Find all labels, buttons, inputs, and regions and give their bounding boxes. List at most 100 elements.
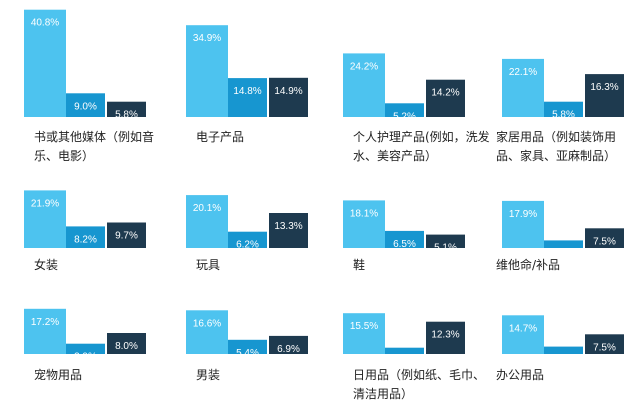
category-label: 玩具 bbox=[196, 256, 220, 275]
bar-value-label: 5.2% bbox=[393, 111, 416, 122]
category-label-line: 鞋 bbox=[353, 258, 366, 272]
bar-value-label: 16.3% bbox=[590, 82, 618, 93]
category-label-line: 女装 bbox=[34, 258, 59, 272]
bar-value-label: 14.7% bbox=[509, 323, 537, 334]
bar-value-label: 14.8% bbox=[233, 86, 261, 97]
bar-series-3 bbox=[269, 213, 308, 248]
bar-value-label: 2.4% bbox=[393, 356, 416, 367]
category-label: 女装 bbox=[34, 256, 58, 275]
bar-value-label: 9.0% bbox=[74, 101, 97, 112]
bar-value-label: 16.6% bbox=[193, 318, 221, 329]
bar-value-label: 7.5% bbox=[593, 342, 616, 353]
category-label: 宠物用品 bbox=[34, 366, 82, 385]
bar-value-label: 6.5% bbox=[393, 239, 416, 250]
bar-value-label: 6.9% bbox=[277, 344, 300, 355]
bar-value-label: 7.5% bbox=[593, 236, 616, 247]
bar-series-3 bbox=[426, 79, 465, 117]
bar-value-label: 18.1% bbox=[350, 208, 378, 219]
bar-value-label: 12.3% bbox=[431, 330, 459, 341]
bar-series-1 bbox=[502, 315, 544, 354]
bar-value-label: 6.2% bbox=[236, 240, 259, 251]
bar-series-3 bbox=[426, 234, 465, 248]
bar-value-label: 21.9% bbox=[31, 198, 59, 209]
bar-series-1 bbox=[502, 200, 544, 248]
bar-value-label: 40.8% bbox=[31, 18, 59, 29]
category-label-line: 家居用品（例如装饰用 bbox=[496, 130, 617, 144]
category-label-line: 个人护理产品(例如，洗发 bbox=[353, 130, 490, 144]
bar-series-2 bbox=[228, 78, 267, 117]
bar-value-label: 2.8% bbox=[552, 355, 575, 366]
bar-series-1 bbox=[24, 308, 66, 354]
panel-3: 22.1% 5.8% 16.3% bbox=[502, 58, 624, 121]
bar-series-2 bbox=[66, 93, 105, 117]
bar-series-2 bbox=[544, 346, 583, 354]
category-label: 电子产品 bbox=[196, 128, 244, 147]
bar-series-1 bbox=[343, 53, 385, 117]
bar-series-3 bbox=[585, 74, 624, 117]
category-label: 个人护理产品(例如，洗发 水、美容产品） bbox=[353, 128, 490, 166]
category-label-line: 维他命/补品 bbox=[496, 258, 561, 272]
bar-series-1 bbox=[24, 190, 66, 248]
category-label-line: 电子产品 bbox=[196, 130, 245, 144]
panel-7: 17.9% 2.9% 7.5% bbox=[502, 200, 624, 259]
panel-9: 16.6% 5.4% 6.9% bbox=[186, 310, 308, 359]
bar-value-label: 5.8% bbox=[552, 110, 575, 121]
bar-series-1 bbox=[24, 9, 66, 118]
bar-series-1 bbox=[186, 195, 228, 248]
category-label-line: 水、美容产品） bbox=[353, 149, 438, 163]
bar-value-label: 14.2% bbox=[431, 88, 459, 99]
bar-series-2 bbox=[228, 339, 267, 354]
category-label: 维他命/补品 bbox=[496, 256, 560, 275]
bar-series-1 bbox=[343, 313, 385, 354]
bar-value-label: 5.8% bbox=[115, 110, 138, 121]
bar-series-3 bbox=[585, 228, 624, 248]
category-label-line: 玩具 bbox=[196, 258, 221, 272]
bar-value-label: 22.1% bbox=[509, 67, 537, 78]
bar-series-3 bbox=[426, 321, 465, 354]
panel-6: 18.1% 6.5% 5.1% bbox=[343, 200, 465, 254]
bar-series-3 bbox=[269, 335, 308, 354]
category-label: 书或其他媒体（例如音 乐、电影） bbox=[34, 128, 154, 166]
category-label-line: 办公用品 bbox=[496, 368, 545, 382]
category-label: 办公用品 bbox=[496, 366, 544, 385]
bar-series-2 bbox=[385, 103, 424, 117]
panel-2: 24.2% 5.2% 14.2% bbox=[343, 53, 465, 122]
category-label-line: 男装 bbox=[196, 368, 221, 382]
bar-series-1 bbox=[343, 200, 385, 248]
bar-value-label: 5.4% bbox=[236, 348, 259, 359]
category-label: 男装 bbox=[196, 366, 220, 385]
panel-1: 34.9% 14.8% 14.9% bbox=[186, 25, 308, 118]
category-label-line: 日用品（例如纸、毛巾、 bbox=[353, 368, 486, 382]
bar-series-2 bbox=[544, 101, 583, 117]
category-label-line: 书或其他媒体（例如音 bbox=[34, 130, 155, 144]
bar-series-2 bbox=[66, 226, 105, 248]
panel-11: 14.7% 2.8% 7.5% bbox=[502, 315, 624, 366]
bar-value-label: 17.9% bbox=[509, 209, 537, 220]
bar-series-2 bbox=[385, 347, 424, 354]
bar-series-2 bbox=[385, 230, 424, 248]
bar-value-label: 15.5% bbox=[350, 321, 378, 332]
panel-5: 20.1% 6.2% 13.3% bbox=[186, 195, 308, 251]
bar-value-label: 20.1% bbox=[193, 203, 221, 214]
category-label-line: 宠物用品 bbox=[34, 368, 83, 382]
category-label: 家居用品（例如装饰用 品、家具、亚麻制品） bbox=[496, 128, 616, 166]
bar-series-3 bbox=[269, 77, 308, 117]
category-label-line: 乐、电影） bbox=[34, 149, 95, 163]
category-label: 日用品（例如纸、毛巾、 清洁用品） bbox=[353, 366, 485, 404]
bar-series-3 bbox=[107, 222, 146, 248]
bar-value-label: 5.1% bbox=[434, 243, 457, 254]
panel-0: 40.8% 9.0% 5.8% bbox=[24, 9, 146, 121]
category-label: 鞋 bbox=[353, 256, 365, 275]
bar-series-3 bbox=[107, 333, 146, 354]
bar-value-label: 9.7% bbox=[115, 231, 138, 242]
panel-4: 21.9% 8.2% 9.7% bbox=[24, 190, 146, 248]
category-label-line: 清洁用品） bbox=[353, 387, 414, 401]
bar-value-label: 14.9% bbox=[274, 86, 302, 97]
bar-series-1 bbox=[186, 25, 228, 118]
bar-series-2 bbox=[544, 240, 583, 248]
category-label-line: 品、家具、亚麻制品） bbox=[496, 149, 617, 163]
panel-10: 15.5% 2.4% 12.3% bbox=[343, 313, 465, 367]
bar-value-label: 17.2% bbox=[31, 317, 59, 328]
